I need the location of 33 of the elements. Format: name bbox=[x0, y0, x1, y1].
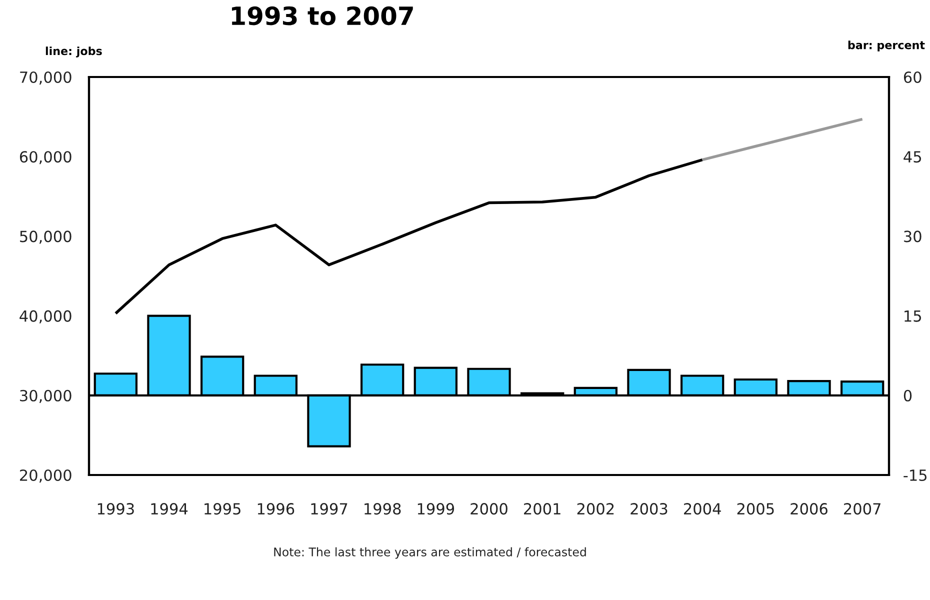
y2-tick-label: 45 bbox=[904, 151, 921, 163]
y-tick-label: 60,000 bbox=[20, 151, 72, 164]
y-tick-label: 20,000 bbox=[20, 469, 72, 483]
y2-tick-label: 30 bbox=[904, 230, 922, 242]
x-tick-label: 2002 bbox=[577, 503, 614, 515]
x-tick-label: 2004 bbox=[684, 503, 721, 515]
x-tick-label: 1998 bbox=[364, 503, 401, 515]
x-tick-label: 1996 bbox=[258, 503, 294, 515]
text: Note: The last three years are estimated / forecasted bbox=[274, 547, 586, 559]
x-tick-label: 2007 bbox=[844, 503, 880, 515]
y2-tick-label: 60 bbox=[904, 71, 922, 84]
chart-title: 1993 to 2007 bbox=[232, 6, 413, 26]
y2-tick-label: 0 bbox=[904, 390, 912, 402]
y2-axis-title: bar: percent bbox=[848, 40, 925, 52]
x-tick-label: 1994 bbox=[151, 503, 188, 515]
y2-tick-label: 15 bbox=[904, 310, 921, 322]
line-series bbox=[700, 118, 864, 162]
x-tick-label: 2001 bbox=[524, 503, 560, 515]
x-tick-label: 1997 bbox=[311, 503, 348, 515]
y2-tick-label: -15 bbox=[904, 470, 927, 482]
y-axis-title: line: jobs bbox=[46, 46, 102, 58]
x-tick-label: 2000 bbox=[470, 503, 508, 515]
x-tick-label: 2005 bbox=[737, 503, 774, 515]
y-tick-label: 40,000 bbox=[20, 310, 72, 324]
y-tick-label: 70,000 bbox=[20, 71, 72, 85]
y-tick-label: 50,000 bbox=[20, 230, 72, 244]
line-series bbox=[114, 158, 704, 315]
x-tick-label: 2006 bbox=[790, 503, 828, 515]
x-tick-label: 1993 bbox=[98, 503, 134, 515]
x-tick-label: 1999 bbox=[418, 503, 454, 515]
y-tick-label: 30,000 bbox=[20, 390, 72, 403]
x-tick-label: 2003 bbox=[630, 503, 668, 515]
x-tick-label: 1995 bbox=[204, 503, 240, 515]
